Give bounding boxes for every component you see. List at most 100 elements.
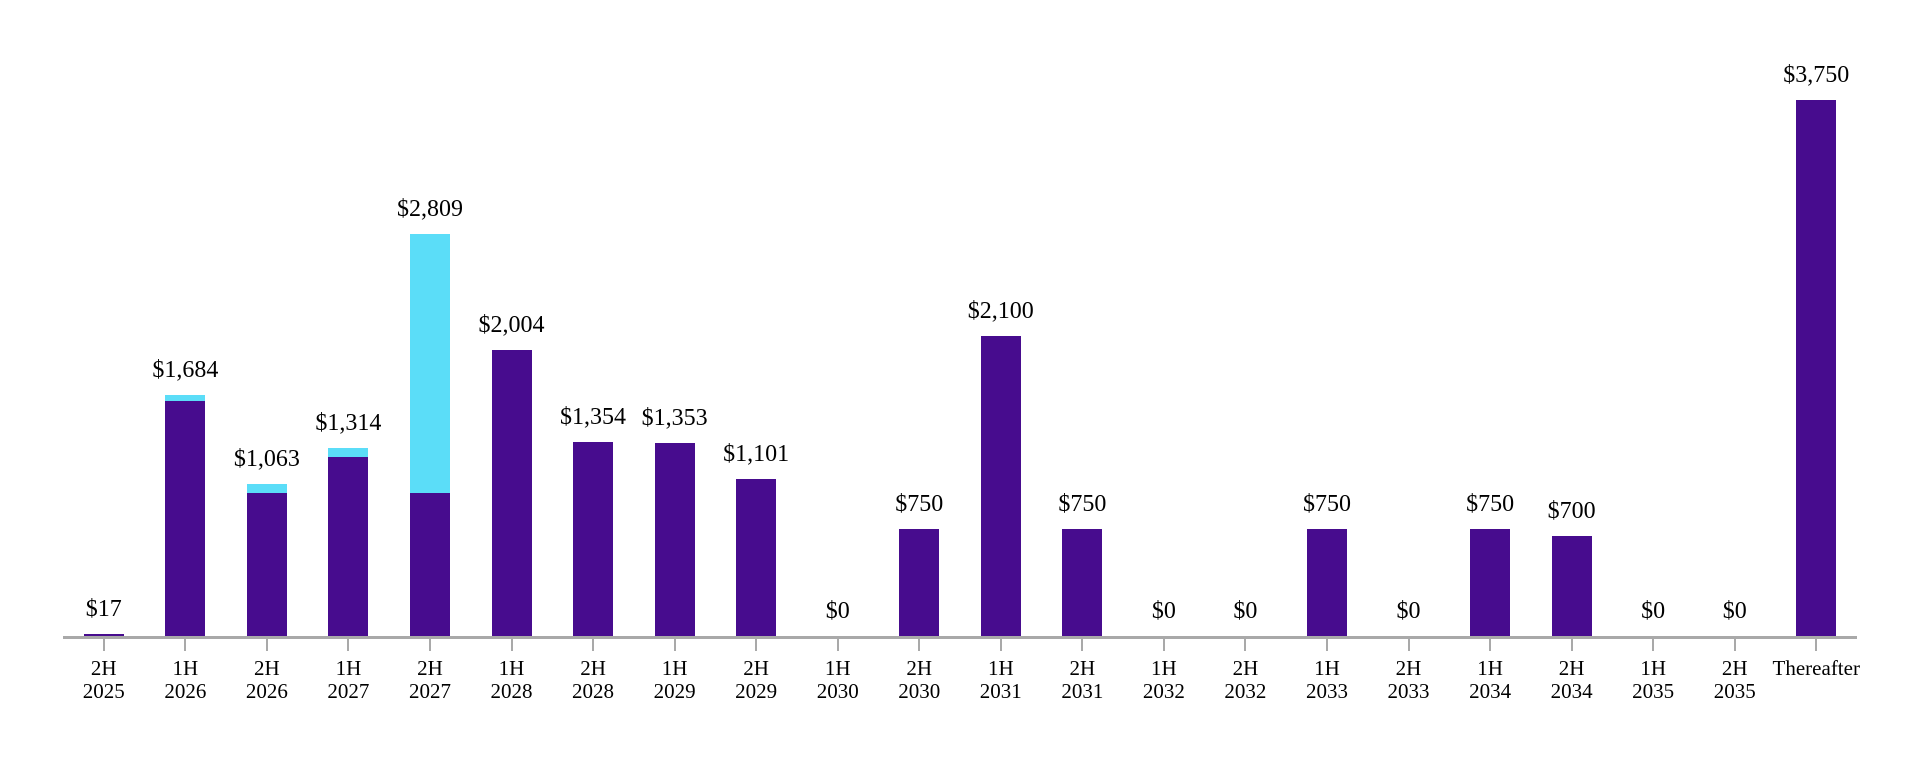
bar-segment-purple [328,457,369,636]
category-label: 2H 2032 [1224,657,1266,703]
category-slot: $0 1H 2032 [1123,0,1205,768]
bar-value-label: $0 [1396,598,1421,624]
axis-tick [510,639,513,651]
bar-segment-purple [165,401,206,636]
category-label-line: 2028 [572,679,615,703]
axis-tick [265,639,268,651]
bar-value-label: $750 [1302,491,1351,517]
category-label: 1H 2033 [1306,657,1348,703]
bar [83,634,124,636]
category-label-line: 2035 [1632,679,1675,703]
category-label-line: 2H [906,656,933,680]
category-label: 1H 2034 [1469,657,1511,703]
bar-value-label: $1,101 [723,441,790,467]
category-slot: $750 2H 2031 [1042,0,1124,768]
bar-value-label: $2,100 [967,298,1034,324]
category-label: 2H 2031 [1061,657,1103,703]
category-label-line: 2031 [979,679,1022,703]
bar-segment-purple [573,442,614,636]
category-label-line: 2H [580,656,606,680]
category-label: 1H 2026 [164,657,206,703]
category-label-line: 2H [1721,656,1748,680]
bar [409,234,450,636]
axis-tick [1325,639,1328,651]
category-label: 1H 2027 [327,657,369,703]
bar-value-label: $1,353 [641,405,708,431]
category-slot: $2,100 1H 2031 [960,0,1042,768]
bar-segment-purple [1306,529,1347,636]
bar-value-label: $1,684 [152,357,219,383]
category-label-line: 2030 [898,679,941,703]
category-label: 2H 2025 [83,657,125,703]
bar [736,479,777,636]
category-label-line: 2032 [1224,679,1267,703]
category-slot: $3,750 Thereafter [1773,0,1860,768]
bar-segment-purple [491,350,532,636]
category-label: 1H 2031 [980,657,1022,703]
category-label-line: 1H [498,656,525,680]
category-label-line: 2H [417,656,443,680]
category-label-line: 2H [254,656,280,680]
category-slot: $1,314 1H 2027 [308,0,390,768]
category-label-line: 2034 [1550,679,1593,703]
category-slot: $1,063 2H 2026 [226,0,308,768]
bar [1551,536,1592,636]
category-label-line: 2H [90,656,117,680]
axis-tick [1244,639,1247,651]
category-slot: $1,353 1H 2029 [634,0,716,768]
category-label-line: 2026 [164,679,207,703]
category-label-line: 1H [1151,656,1177,680]
category-label-line: 2029 [653,679,696,703]
axis-tick [999,639,1002,651]
category-label-line: 1H [661,656,688,680]
bar-value-label: $0 [825,598,850,624]
bar [1306,529,1347,636]
bar-value-label: $3,750 [1783,62,1850,88]
bar-value-label: $0 [1722,598,1747,624]
bar-segment-purple [409,493,450,636]
bar [1470,529,1511,636]
category-label: 1H 2032 [1143,657,1185,703]
bar [654,443,695,636]
bar-value-label: $1,063 [233,446,300,472]
bar-value-label: $1,314 [315,410,382,436]
category-label-line: 1H [1640,656,1666,680]
axis-tick [1162,639,1165,651]
category-label: 1H 2030 [817,657,859,703]
category-slot: $0 2H 2032 [1205,0,1287,768]
bar [899,529,940,636]
category-label-line: 2H [743,656,769,680]
bar-segment-purple [980,336,1021,636]
bar-segment-cyan [409,234,450,493]
category-label: 2H 2033 [1388,657,1430,703]
category-label-line: 2033 [1305,679,1348,703]
bar-value-label: $2,809 [396,196,463,222]
bar-value-label: $750 [1466,491,1515,517]
category-slot: $2,004 1H 2028 [471,0,553,768]
category-label-line: 2032 [1142,679,1185,703]
category-label-line: 2026 [245,679,288,703]
category-slot: $0 1H 2035 [1612,0,1694,768]
category-slot: $0 1H 2030 [797,0,879,768]
bar-segment-purple [1796,100,1837,636]
category-label-line: 2033 [1387,679,1430,703]
category-label-line: 2025 [82,679,125,703]
category-label: Thereafter [1773,657,1860,680]
bar-segment-purple [1470,529,1511,636]
category-label-line: 1H [1477,656,1503,680]
category-label-line: 2031 [1061,679,1104,703]
category-slot: $0 2H 2035 [1694,0,1776,768]
category-label: 2H 2035 [1714,657,1756,703]
bar-segment-purple [83,634,124,636]
axis-tick [918,639,921,651]
bar-segment-cyan [246,484,287,493]
bar-value-label: $700 [1547,498,1596,524]
category-label-line: 2034 [1469,679,1512,703]
bar [1796,100,1837,636]
category-label: 1H 2028 [491,657,533,703]
bar-segment-cyan [165,395,206,401]
category-label-line: 1H [172,656,199,680]
axis-tick [673,639,676,651]
axis-tick [1570,639,1573,651]
